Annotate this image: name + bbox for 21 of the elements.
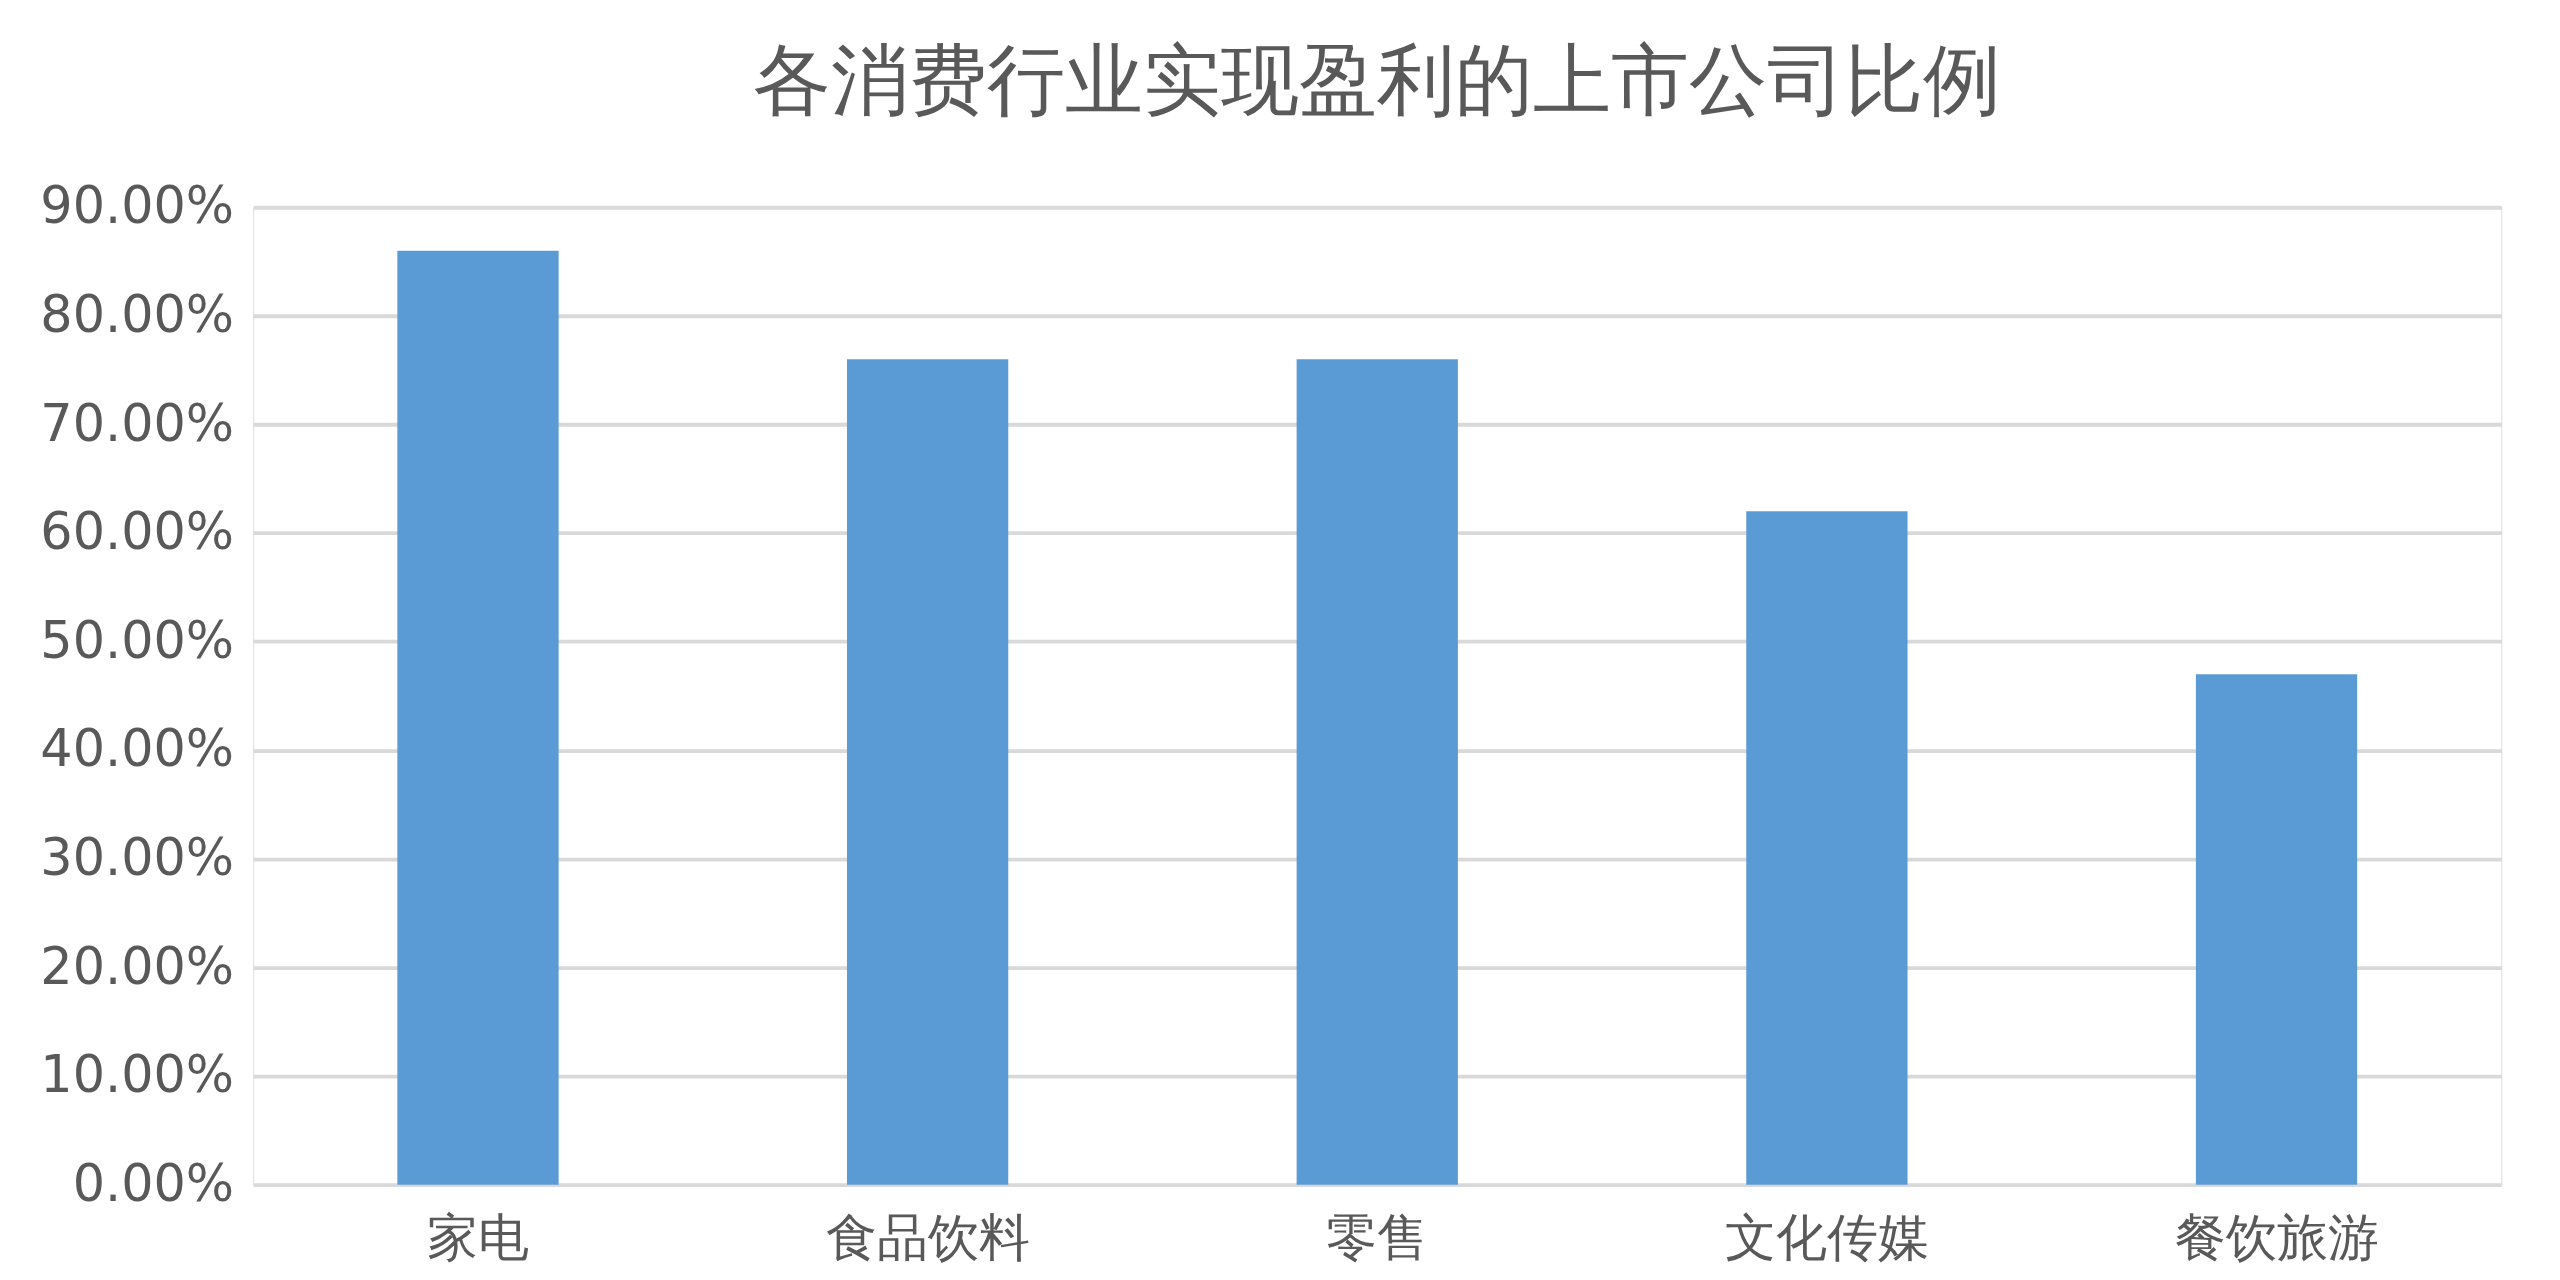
y-tick-label: 20.00% — [40, 936, 235, 996]
bar — [2195, 674, 2358, 1185]
x-tick-label: 家电 — [426, 1207, 529, 1267]
y-tick-label: 80.00% — [40, 284, 235, 344]
y-tick-label: 0.00% — [72, 1153, 235, 1213]
y-tick-label: 40.00% — [40, 719, 235, 779]
bar — [1296, 359, 1458, 1185]
y-tick-label: 70.00% — [40, 393, 235, 453]
y-tick-label: 90.00% — [40, 176, 235, 236]
y-tick-label: 60.00% — [40, 502, 235, 562]
x-tick-label: 餐饮旅游 — [2174, 1207, 2379, 1267]
bar — [1746, 511, 1908, 1185]
y-tick-label: 30.00% — [40, 827, 235, 887]
y-tick-label: 50.00% — [40, 610, 235, 670]
bar — [397, 250, 559, 1185]
x-tick-label: 零售 — [1326, 1207, 1429, 1267]
bar — [846, 359, 1009, 1185]
x-tick-label: 食品饮料 — [825, 1207, 1030, 1267]
chart-title: 各消费行业实现盈利的上市公司比例 — [753, 33, 2002, 125]
y-tick-label: 10.00% — [40, 1045, 235, 1105]
x-tick-label: 文化传媒 — [1724, 1207, 1929, 1267]
